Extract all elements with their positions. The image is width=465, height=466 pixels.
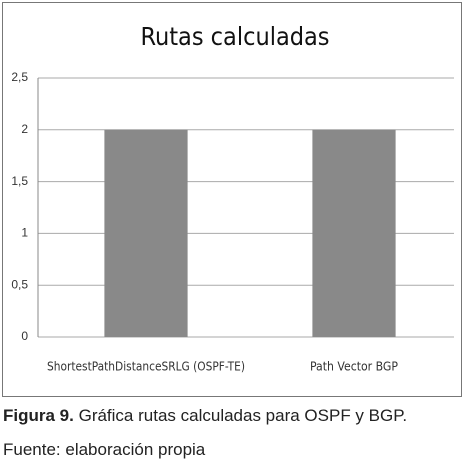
chart: Rutas calculadas 0 0,5 1 1,5 2 2,5 ShortestPat… [2, 2, 462, 397]
x-tick-label: Path Vector BGP [310, 360, 398, 374]
caption: Figura 9. Gráfica rutas calculadas para … [3, 406, 407, 426]
y-tick-label: 0,5 [11, 277, 28, 291]
bar [104, 129, 188, 337]
y-tick-label: 1 [21, 226, 28, 240]
chart-title: Rutas calculadas [140, 22, 329, 51]
caption-label: Figura 9. [3, 406, 74, 425]
caption-source: Fuente: elaboración propia [3, 440, 206, 459]
x-tick-label: ShortestPathDistanceSRLG (OSPF-TE) [47, 360, 245, 374]
y-tick-label: 1,5 [11, 174, 28, 188]
y-tick-label: 2,5 [11, 70, 28, 84]
y-tick-label: 0 [21, 329, 28, 343]
caption-text: Gráfica rutas calculadas para OSPF y BGP… [78, 406, 408, 425]
y-tick-label: 2 [21, 122, 28, 136]
bar [312, 129, 396, 337]
